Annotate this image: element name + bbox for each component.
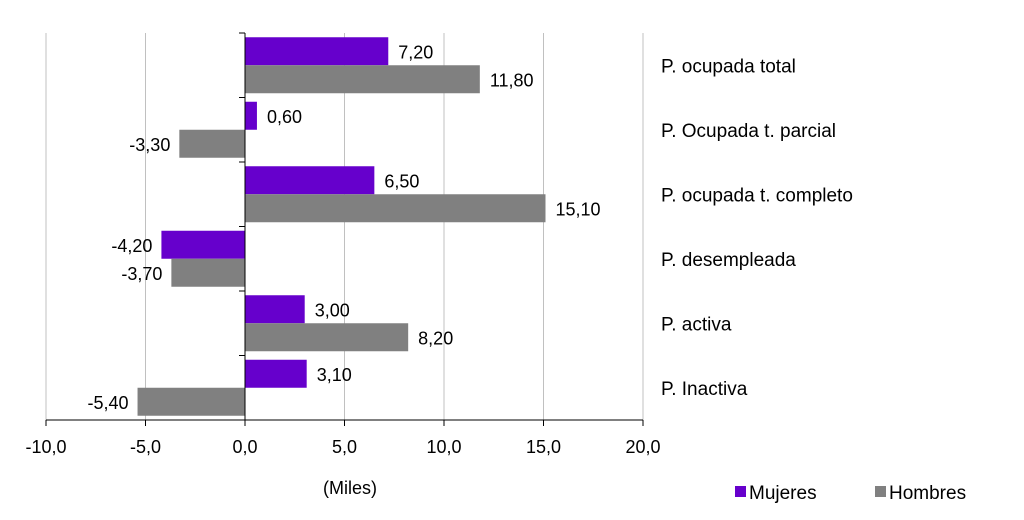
x-tick-label: -5,0 [130, 437, 161, 457]
legend-swatch-hombres [875, 486, 886, 497]
category-label: P. desempleada [661, 250, 796, 271]
bar-mujeres [245, 295, 305, 324]
data-label: -3,30 [129, 135, 170, 155]
bar-hombres [171, 258, 245, 287]
bar-hombres [245, 65, 480, 94]
bar-hombres [179, 129, 245, 158]
legend-swatch-mujeres [735, 486, 746, 497]
bar-hombres [245, 194, 546, 223]
category-label: P. activa [661, 314, 732, 335]
x-tick-label: 15,0 [526, 437, 561, 457]
x-tick-label: 0,0 [232, 437, 257, 457]
bar-mujeres [245, 359, 307, 388]
bar-mujeres [245, 37, 389, 66]
data-label: -3,70 [121, 264, 162, 284]
bar-hombres [245, 323, 409, 352]
category-label: P. Ocupada t. parcial [661, 121, 836, 142]
bar-mujeres [161, 230, 245, 259]
bar-hombres [137, 387, 245, 416]
data-label: 0,60 [267, 107, 302, 127]
bar-mujeres [245, 166, 375, 195]
x-tick-label: -10,0 [25, 437, 66, 457]
data-label: 15,10 [555, 199, 600, 219]
data-label: 3,10 [317, 365, 352, 385]
x-axis-label: (Miles) [323, 478, 377, 498]
data-label: 6,50 [384, 171, 419, 191]
data-label: -5,40 [88, 393, 129, 413]
legend-label: Mujeres [749, 483, 817, 504]
x-tick-label: 5,0 [332, 437, 357, 457]
data-label: 7,20 [398, 42, 433, 62]
data-label: -4,20 [111, 236, 152, 256]
x-tick-label: 20,0 [625, 437, 660, 457]
legend-label: Hombres [889, 483, 966, 504]
category-label: P. Inactiva [661, 379, 748, 400]
data-label: 3,00 [315, 300, 350, 320]
data-label: 8,20 [418, 328, 453, 348]
x-tick-label: 10,0 [426, 437, 461, 457]
category-label: P. ocupada t. completo [661, 185, 853, 206]
category-label: P. ocupada total [661, 56, 796, 77]
bar-mujeres [245, 101, 257, 130]
data-label: 11,80 [490, 70, 534, 90]
